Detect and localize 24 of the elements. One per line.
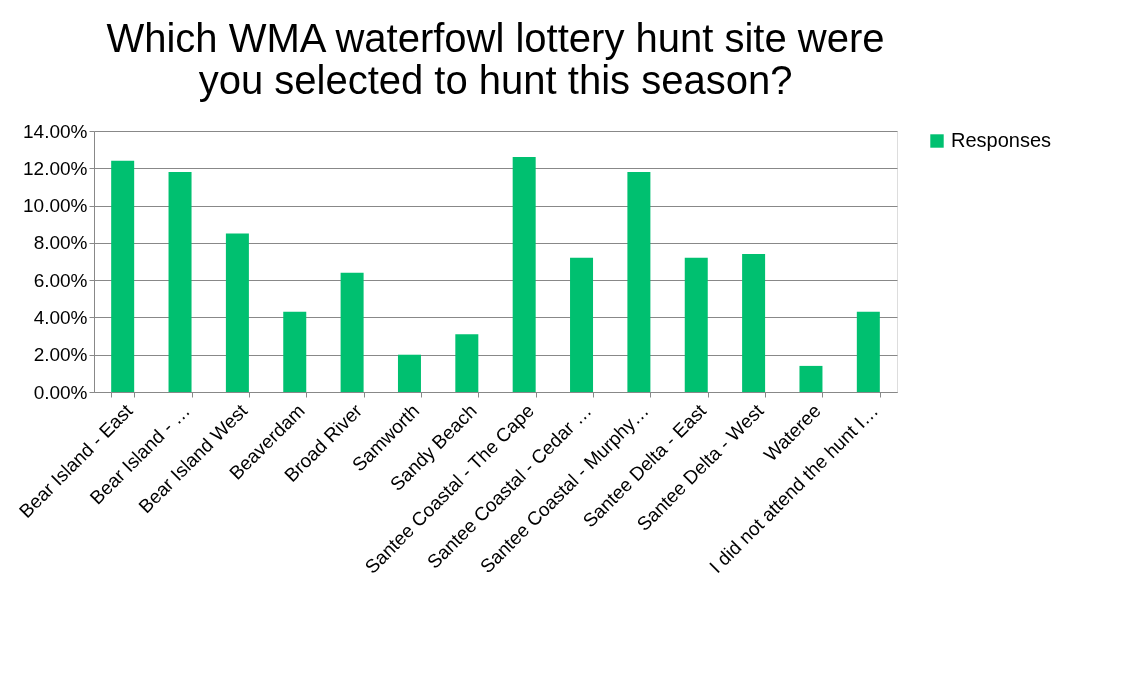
- bar: [111, 160, 135, 392]
- bar: [856, 311, 880, 392]
- bar: [168, 172, 192, 392]
- y-tick-label: 12.00%: [23, 157, 88, 179]
- y-tick-label: 14.00%: [23, 120, 88, 142]
- bar: [684, 257, 708, 392]
- y-tick-label: 6.00%: [33, 269, 88, 291]
- bar: [225, 233, 249, 392]
- bar: [340, 272, 364, 392]
- bar: [283, 311, 307, 392]
- bar: [570, 257, 594, 392]
- bar: [742, 254, 766, 392]
- bar: [455, 334, 479, 392]
- y-tick-label: 4.00%: [33, 306, 88, 328]
- bar: [627, 172, 651, 392]
- chart-title: Which WMA waterfowl lottery hunt site were you selected to hunt this season?: [106, 16, 885, 102]
- y-tick-label: 8.00%: [33, 232, 88, 254]
- bar: [799, 365, 823, 392]
- y-tick-label: 2.00%: [33, 344, 88, 366]
- y-tick-label: 10.00%: [23, 195, 88, 217]
- y-tick-label: 0.00%: [33, 381, 88, 403]
- bar: [397, 354, 421, 392]
- legend-label: Responses: [951, 129, 1052, 151]
- bar: [512, 157, 536, 392]
